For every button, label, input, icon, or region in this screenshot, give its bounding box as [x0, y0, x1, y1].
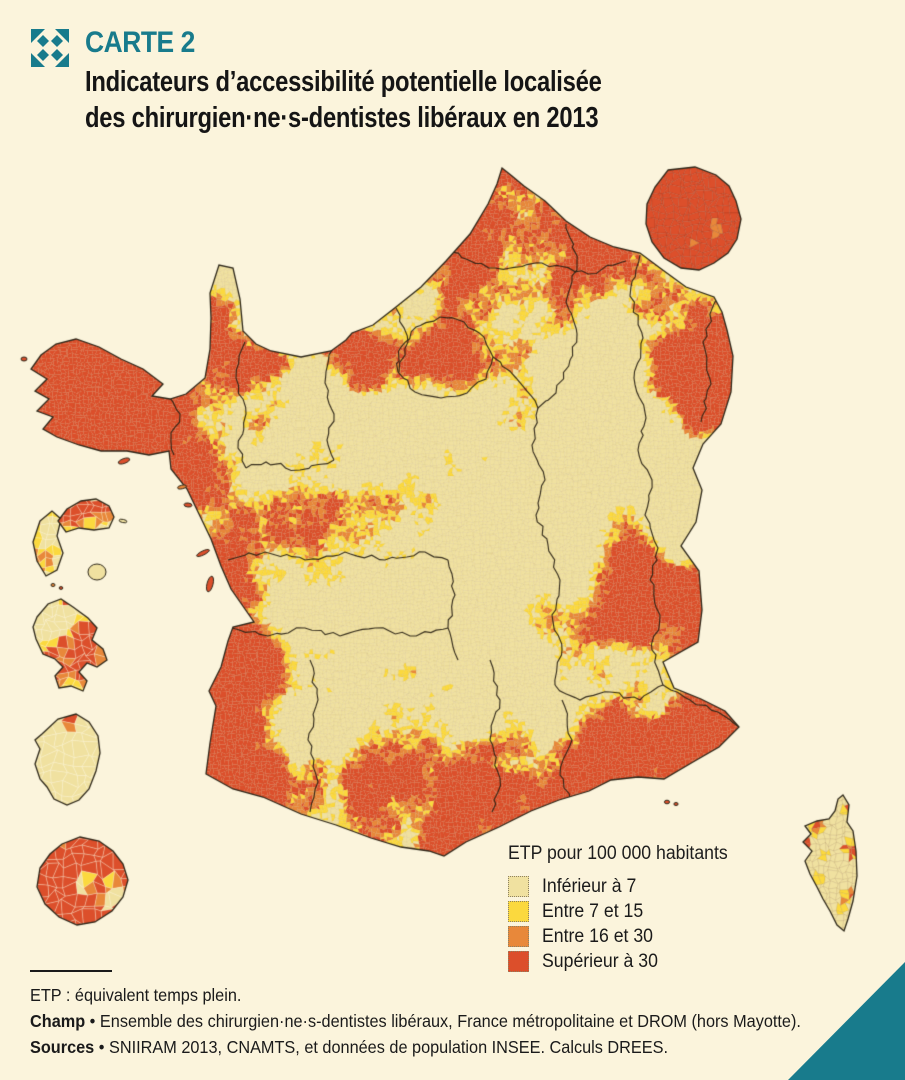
figure-footnotes: ETP : équivalent temps plein. Champ • En…: [30, 970, 859, 1060]
footnote-champ-text: Ensemble des chirurgien·ne·s-dentistes l…: [99, 1011, 801, 1031]
legend-item: Supérieur à 30: [508, 949, 744, 974]
legend-swatch-class2: [508, 901, 529, 922]
legend-title: ETP pour 100 000 habitants: [508, 843, 728, 864]
legend-label-class2: Entre 7 et 15: [542, 900, 644, 922]
figure-title-line2: des chirurgien·ne·s-dentistes libéraux e…: [85, 102, 599, 134]
legend-swatch-class3: [508, 926, 529, 947]
footnote-sources-text: SNIIRAM 2013, CNAMTS, et données de popu…: [108, 1037, 669, 1057]
map-legend: ETP pour 100 000 habitants Inférieur à 7…: [508, 843, 744, 974]
legend-item: Entre 16 et 30: [508, 924, 744, 949]
legend-item: Entre 7 et 15: [508, 899, 744, 924]
figure-title: Indicateurs d’accessibilité potentielle …: [85, 64, 602, 136]
footnote-champ-label: Champ: [30, 1011, 86, 1031]
figure-kicker: CARTE 2: [85, 26, 195, 59]
footnote-divider: [30, 970, 112, 972]
legend-label-class1: Inférieur à 7: [542, 875, 637, 897]
legend-swatch-class1: [508, 876, 529, 897]
figure-title-line1: Indicateurs d’accessibilité potentielle …: [85, 66, 602, 98]
footnote-sources-label: Sources: [30, 1037, 95, 1057]
expand-arrows-icon: [31, 29, 69, 67]
legend-label-class3: Entre 16 et 30: [542, 925, 654, 947]
footnote-etp: ETP : équivalent temps plein.: [30, 985, 242, 1005]
legend-item: Inférieur à 7: [508, 874, 744, 899]
footnote-champ: Champ • Ensemble des chirurgien·ne·s-den…: [30, 1011, 801, 1031]
legend-label-class4: Supérieur à 30: [542, 950, 658, 972]
footnote-sources: Sources • SNIIRAM 2013, CNAMTS, et donné…: [30, 1037, 669, 1057]
legend-swatch-class4: [508, 951, 529, 972]
